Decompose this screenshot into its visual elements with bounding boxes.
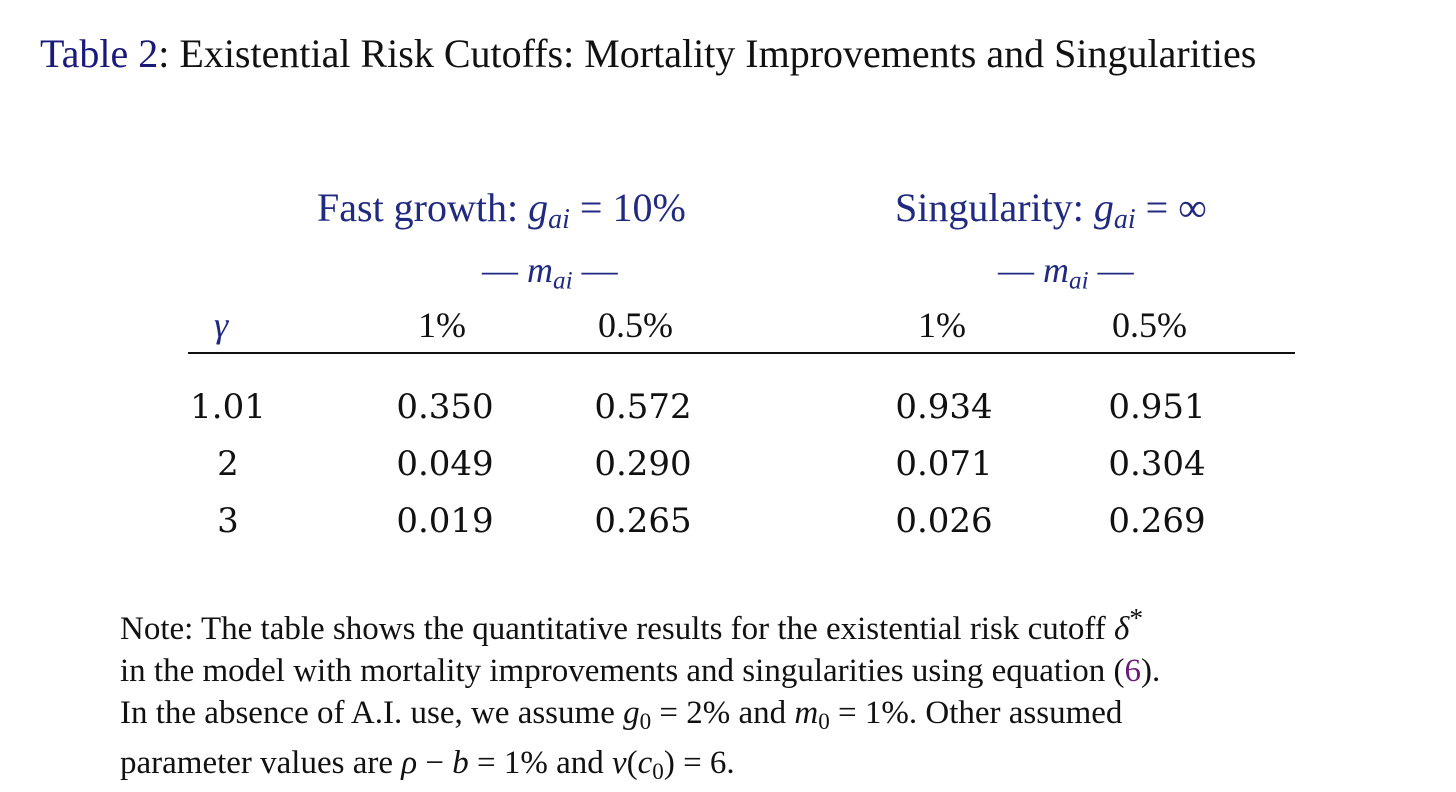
- table-label[interactable]: Table 2: [40, 31, 159, 76]
- c0-symbol: c: [637, 744, 653, 781]
- table-cell: 0.026: [895, 501, 993, 541]
- dash: —: [482, 250, 518, 290]
- row-gamma: 2: [217, 444, 239, 484]
- table-cell: 0.265: [594, 501, 692, 541]
- g-symbol: g: [1093, 185, 1114, 230]
- note-line: parameter values are ρ − b = 1% and v(c0…: [120, 742, 1370, 792]
- header-rule: [188, 352, 1295, 354]
- m0-symbol: m: [794, 695, 819, 731]
- equation-link[interactable]: 6: [1124, 653, 1142, 689]
- v-symbol: v: [611, 744, 627, 781]
- note-text: −: [417, 744, 453, 781]
- note-text: = 2% and: [651, 695, 795, 731]
- dash: —: [581, 250, 618, 290]
- group-title: Singularity:: [895, 185, 1084, 230]
- column-header-gamma: γ: [214, 305, 229, 345]
- table-title: : Existential Risk Cutoffs: Mortality Im…: [158, 31, 1257, 76]
- table-cell: 0.951: [1108, 387, 1206, 427]
- note-text: ) = 6.: [663, 744, 735, 781]
- table-cell: 0.304: [1108, 444, 1206, 484]
- b-symbol: b: [452, 744, 469, 781]
- m-symbol: m: [527, 250, 553, 290]
- subheader-m-ai-fast: — mai —: [482, 248, 618, 303]
- table-caption: Table 2: Existential Risk Cutoffs: Morta…: [40, 28, 1256, 80]
- m-symbol: m: [1043, 250, 1069, 290]
- table-cell: 0.019: [396, 501, 494, 541]
- table-cell: 0.290: [594, 444, 692, 484]
- group-header-singularity: Singularity: gai = ∞: [895, 184, 1207, 244]
- dash: —: [998, 250, 1034, 290]
- g-symbol: g: [528, 185, 549, 230]
- table-cell: 0.572: [594, 387, 692, 427]
- table-cell: 0.934: [895, 387, 993, 427]
- note-line: In the absence of A.I. use, we assume g0…: [120, 692, 1370, 742]
- note-text: ).: [1141, 653, 1161, 689]
- g0-subscript: 0: [639, 707, 652, 734]
- note-text: (: [626, 744, 638, 781]
- table-cell: 0.071: [895, 444, 993, 484]
- m-subscript: ai: [553, 267, 573, 295]
- note-text: In the absence of A.I. use, we assume: [120, 695, 624, 731]
- delta-symbol: δ: [1114, 611, 1130, 647]
- row-gamma: 1.01: [190, 387, 266, 427]
- column-header: 0.5%: [1112, 305, 1187, 345]
- subheader-m-ai-singularity: — mai —: [998, 248, 1134, 303]
- note-line: in the model with mortality improvements…: [120, 650, 1370, 692]
- group-header-fast-growth: Fast growth: gai = 10%: [317, 184, 686, 244]
- note-text: Note: The table shows the quantitative r…: [120, 611, 1115, 647]
- note-text: = 1% and: [468, 744, 612, 781]
- column-header: 1%: [418, 305, 466, 345]
- g-subscript: ai: [1113, 204, 1136, 235]
- group-value: 10%: [612, 185, 686, 230]
- g-subscript: ai: [548, 204, 570, 235]
- column-header: 0.5%: [598, 305, 673, 345]
- m0-subscript: 0: [818, 707, 830, 734]
- g0-symbol: g: [623, 695, 640, 731]
- column-header: 1%: [918, 305, 966, 345]
- rho-symbol: ρ: [401, 744, 418, 781]
- group-value: ∞: [1178, 185, 1207, 230]
- equals-sign: =: [1135, 185, 1179, 230]
- dash: —: [1097, 250, 1134, 290]
- row-gamma: 3: [217, 501, 239, 541]
- star-superscript: *: [1129, 602, 1144, 633]
- note-line: Note: The table shows the quantitative r…: [120, 597, 1370, 650]
- equals-sign: =: [569, 185, 613, 230]
- m-subscript: ai: [1069, 267, 1089, 295]
- table-cell: 0.350: [396, 387, 494, 427]
- table-cell: 0.049: [396, 444, 494, 484]
- note-text: = 1%. Other assumed: [829, 695, 1123, 731]
- note-text: parameter values are: [120, 744, 402, 781]
- c0-subscript: 0: [652, 757, 664, 784]
- group-title: Fast growth:: [317, 185, 519, 230]
- table-note: Note: The table shows the quantitative r…: [120, 597, 1370, 792]
- note-text: in the model with mortality improvements…: [120, 653, 1125, 689]
- table-cell: 0.269: [1108, 501, 1206, 541]
